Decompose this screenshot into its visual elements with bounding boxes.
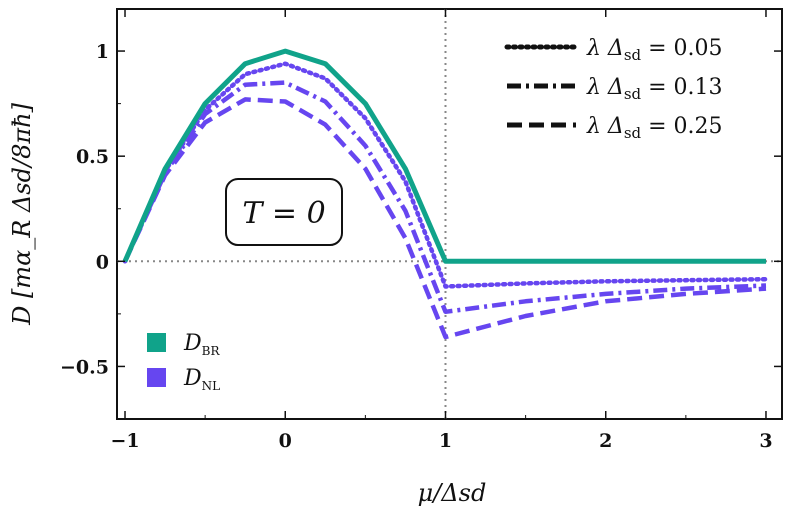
legend-label: λ Δsd = 0.13 bbox=[586, 75, 723, 103]
annotation-text: T = 0 bbox=[242, 196, 325, 231]
series-line-d-br bbox=[122, 48, 766, 264]
color-legend: DBR DNL bbox=[147, 331, 220, 393]
series-line-d-nl-2 bbox=[122, 80, 767, 315]
legend-label: λ Δsd = 0.25 bbox=[586, 114, 723, 142]
series-layer bbox=[122, 48, 769, 340]
series-line-d-nl-3 bbox=[122, 97, 767, 340]
x-tick-label: 1 bbox=[439, 430, 452, 452]
x-tick-label: −1 bbox=[110, 430, 139, 452]
y-tick-label: 0.5 bbox=[76, 146, 109, 168]
x-tick-label: 2 bbox=[599, 430, 612, 452]
annotation-box bbox=[225, 178, 343, 246]
x-tick-label: 0 bbox=[279, 430, 292, 452]
y-tick-label: −0.5 bbox=[60, 356, 109, 378]
y-tick-label: 1 bbox=[96, 41, 109, 63]
legend-label: λ Δsd = 0.05 bbox=[586, 36, 723, 64]
y-axis-label: D [mα_R Δsd/8πħ] bbox=[8, 102, 36, 325]
x-tick-label: 3 bbox=[759, 430, 772, 452]
linestyle-legend: λ Δsd = 0.05 λ Δsd = 0.13 λ Δsd = 0.25 bbox=[504, 36, 723, 142]
legend-swatch bbox=[147, 333, 166, 352]
legend-color-label: DNL bbox=[183, 366, 220, 393]
temperature-annotation: T = 0 bbox=[225, 178, 343, 246]
x-axis-label: μ/Δsd bbox=[418, 479, 487, 507]
legend-color-label: DBR bbox=[183, 331, 220, 358]
tick-layer: −1 0 1 2 3 −0.5 0 0.5 1 bbox=[60, 9, 782, 452]
y-tick-label: 0 bbox=[96, 251, 109, 273]
plot-frame bbox=[116, 8, 783, 420]
legend-swatch bbox=[147, 368, 166, 387]
reference-lines bbox=[117, 9, 782, 419]
series-line-d-nl-1 bbox=[122, 61, 769, 289]
